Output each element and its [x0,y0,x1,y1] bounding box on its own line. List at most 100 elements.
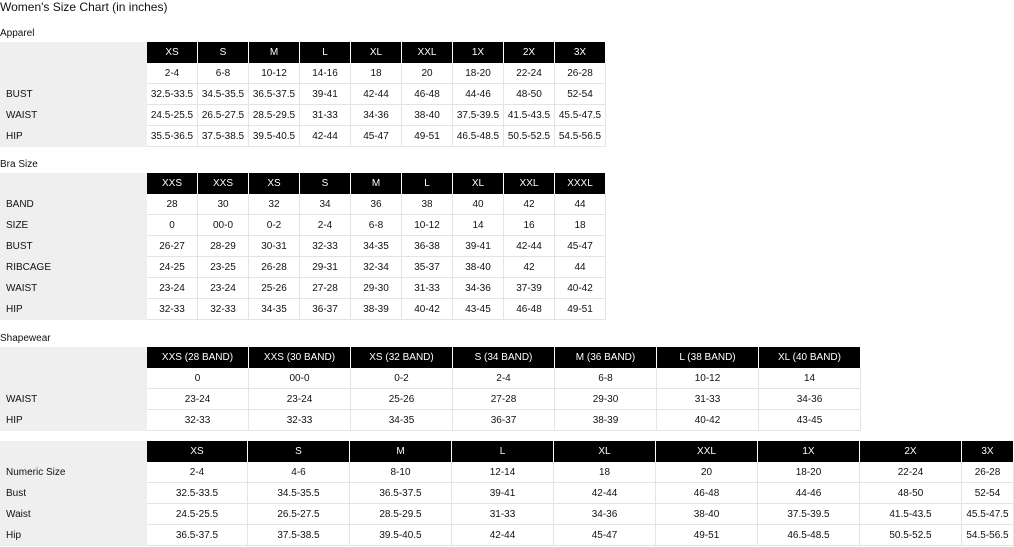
cell: 54.5-56.5 [555,126,606,147]
cell: 10-12 [657,368,759,389]
cell: 37-39 [504,278,555,299]
column-header: 1X [758,441,860,462]
cell: 14-16 [300,63,351,84]
cell: 12-14 [452,462,554,483]
cell: 42 [504,194,555,215]
column-header: M [350,441,452,462]
row-label: WAIST [6,110,38,121]
cell: 28-29 [198,236,249,257]
cell: 32.5-33.5 [147,483,248,504]
cell: 6-8 [555,368,657,389]
cell: 49-51 [555,299,606,320]
column-header: 3X [962,441,1014,462]
cell: 31-33 [402,278,453,299]
column-header: L (38 BAND) [657,347,759,368]
cell: 52-54 [962,483,1014,504]
cell: 42-44 [452,525,554,546]
cell: 0-2 [351,368,453,389]
column-header: S (34 BAND) [453,347,555,368]
cell: 38-40 [453,257,504,278]
cell: 32.5-33.5 [147,84,198,105]
cell: 36-38 [402,236,453,257]
cell: 39-41 [300,84,351,105]
cell: 22-24 [860,462,962,483]
cell: 2-4 [453,368,555,389]
cell: 46.5-48.5 [453,126,504,147]
row-label: BAND [6,199,34,210]
cell: 45-47 [555,236,606,257]
cell: 18 [555,215,606,236]
cell: 38 [402,194,453,215]
column-header: S [248,441,350,462]
row-label: HIP [6,131,23,142]
cell: 45-47 [351,126,402,147]
cell: 00-0 [249,368,351,389]
cell: 2-4 [147,462,248,483]
column-header: M [351,173,402,194]
cell: 4-6 [248,462,350,483]
cell: 34-35 [351,410,453,431]
cell: 44-46 [453,84,504,105]
column-header: XXS [198,173,249,194]
cell: 45.5-47.5 [962,504,1014,525]
column-header: XXL [656,441,758,462]
cell: 26-27 [147,236,198,257]
cell: 36-37 [453,410,555,431]
cell: 37.5-38.5 [198,126,249,147]
section-title: Bra Size [0,159,38,170]
cell: 37.5-39.5 [453,105,504,126]
cell: 41.5-43.5 [860,504,962,525]
cell: 35-37 [402,257,453,278]
column-header: M (36 BAND) [555,347,657,368]
column-header: XS [249,173,300,194]
cell: 34.5-35.5 [248,483,350,504]
cell: 44 [555,194,606,215]
cell: 32-33 [198,299,249,320]
cell: 27-28 [300,278,351,299]
column-header: XXXL [555,173,606,194]
cell: 40-42 [657,410,759,431]
row-label: Numeric Size [6,467,66,478]
cell: 32-33 [249,410,351,431]
column-header: XL [351,42,402,63]
cell: 40-42 [402,299,453,320]
cell: 34-36 [351,105,402,126]
row-label: WAIST [6,283,38,294]
column-header: XS [147,441,248,462]
cell: 49-51 [402,126,453,147]
cell: 41.5-43.5 [504,105,555,126]
cell: 34 [300,194,351,215]
row-label: BUST [6,89,33,100]
cell: 24.5-25.5 [147,105,198,126]
cell: 48-50 [504,84,555,105]
cell: 25-26 [351,389,453,410]
column-header: S [198,42,249,63]
cell: 54.5-56.5 [962,525,1014,546]
cell: 30-31 [249,236,300,257]
cell: 24.5-25.5 [147,504,248,525]
cell: 40-42 [555,278,606,299]
cell: 16 [504,215,555,236]
page-title: Women's Size Chart (in inches) [0,0,168,14]
column-header: 2X [504,42,555,63]
cell: 52-54 [555,84,606,105]
row-label: WAIST [6,394,38,405]
cell: 29-30 [351,278,402,299]
cell: 44 [555,257,606,278]
row-label: Bust [6,488,27,499]
cell: 39.5-40.5 [249,126,300,147]
cell: 23-24 [198,278,249,299]
cell: 34-36 [453,278,504,299]
label-column [0,42,147,147]
cell: 23-24 [147,389,249,410]
column-header: L [402,173,453,194]
column-header: XL (40 BAND) [759,347,861,368]
cell: 46-48 [402,84,453,105]
cell: 39.5-40.5 [350,525,452,546]
cell: 6-8 [198,63,249,84]
cell: 45.5-47.5 [555,105,606,126]
cell: 23-24 [147,278,198,299]
cell: 32-33 [147,410,249,431]
cell: 18-20 [758,462,860,483]
